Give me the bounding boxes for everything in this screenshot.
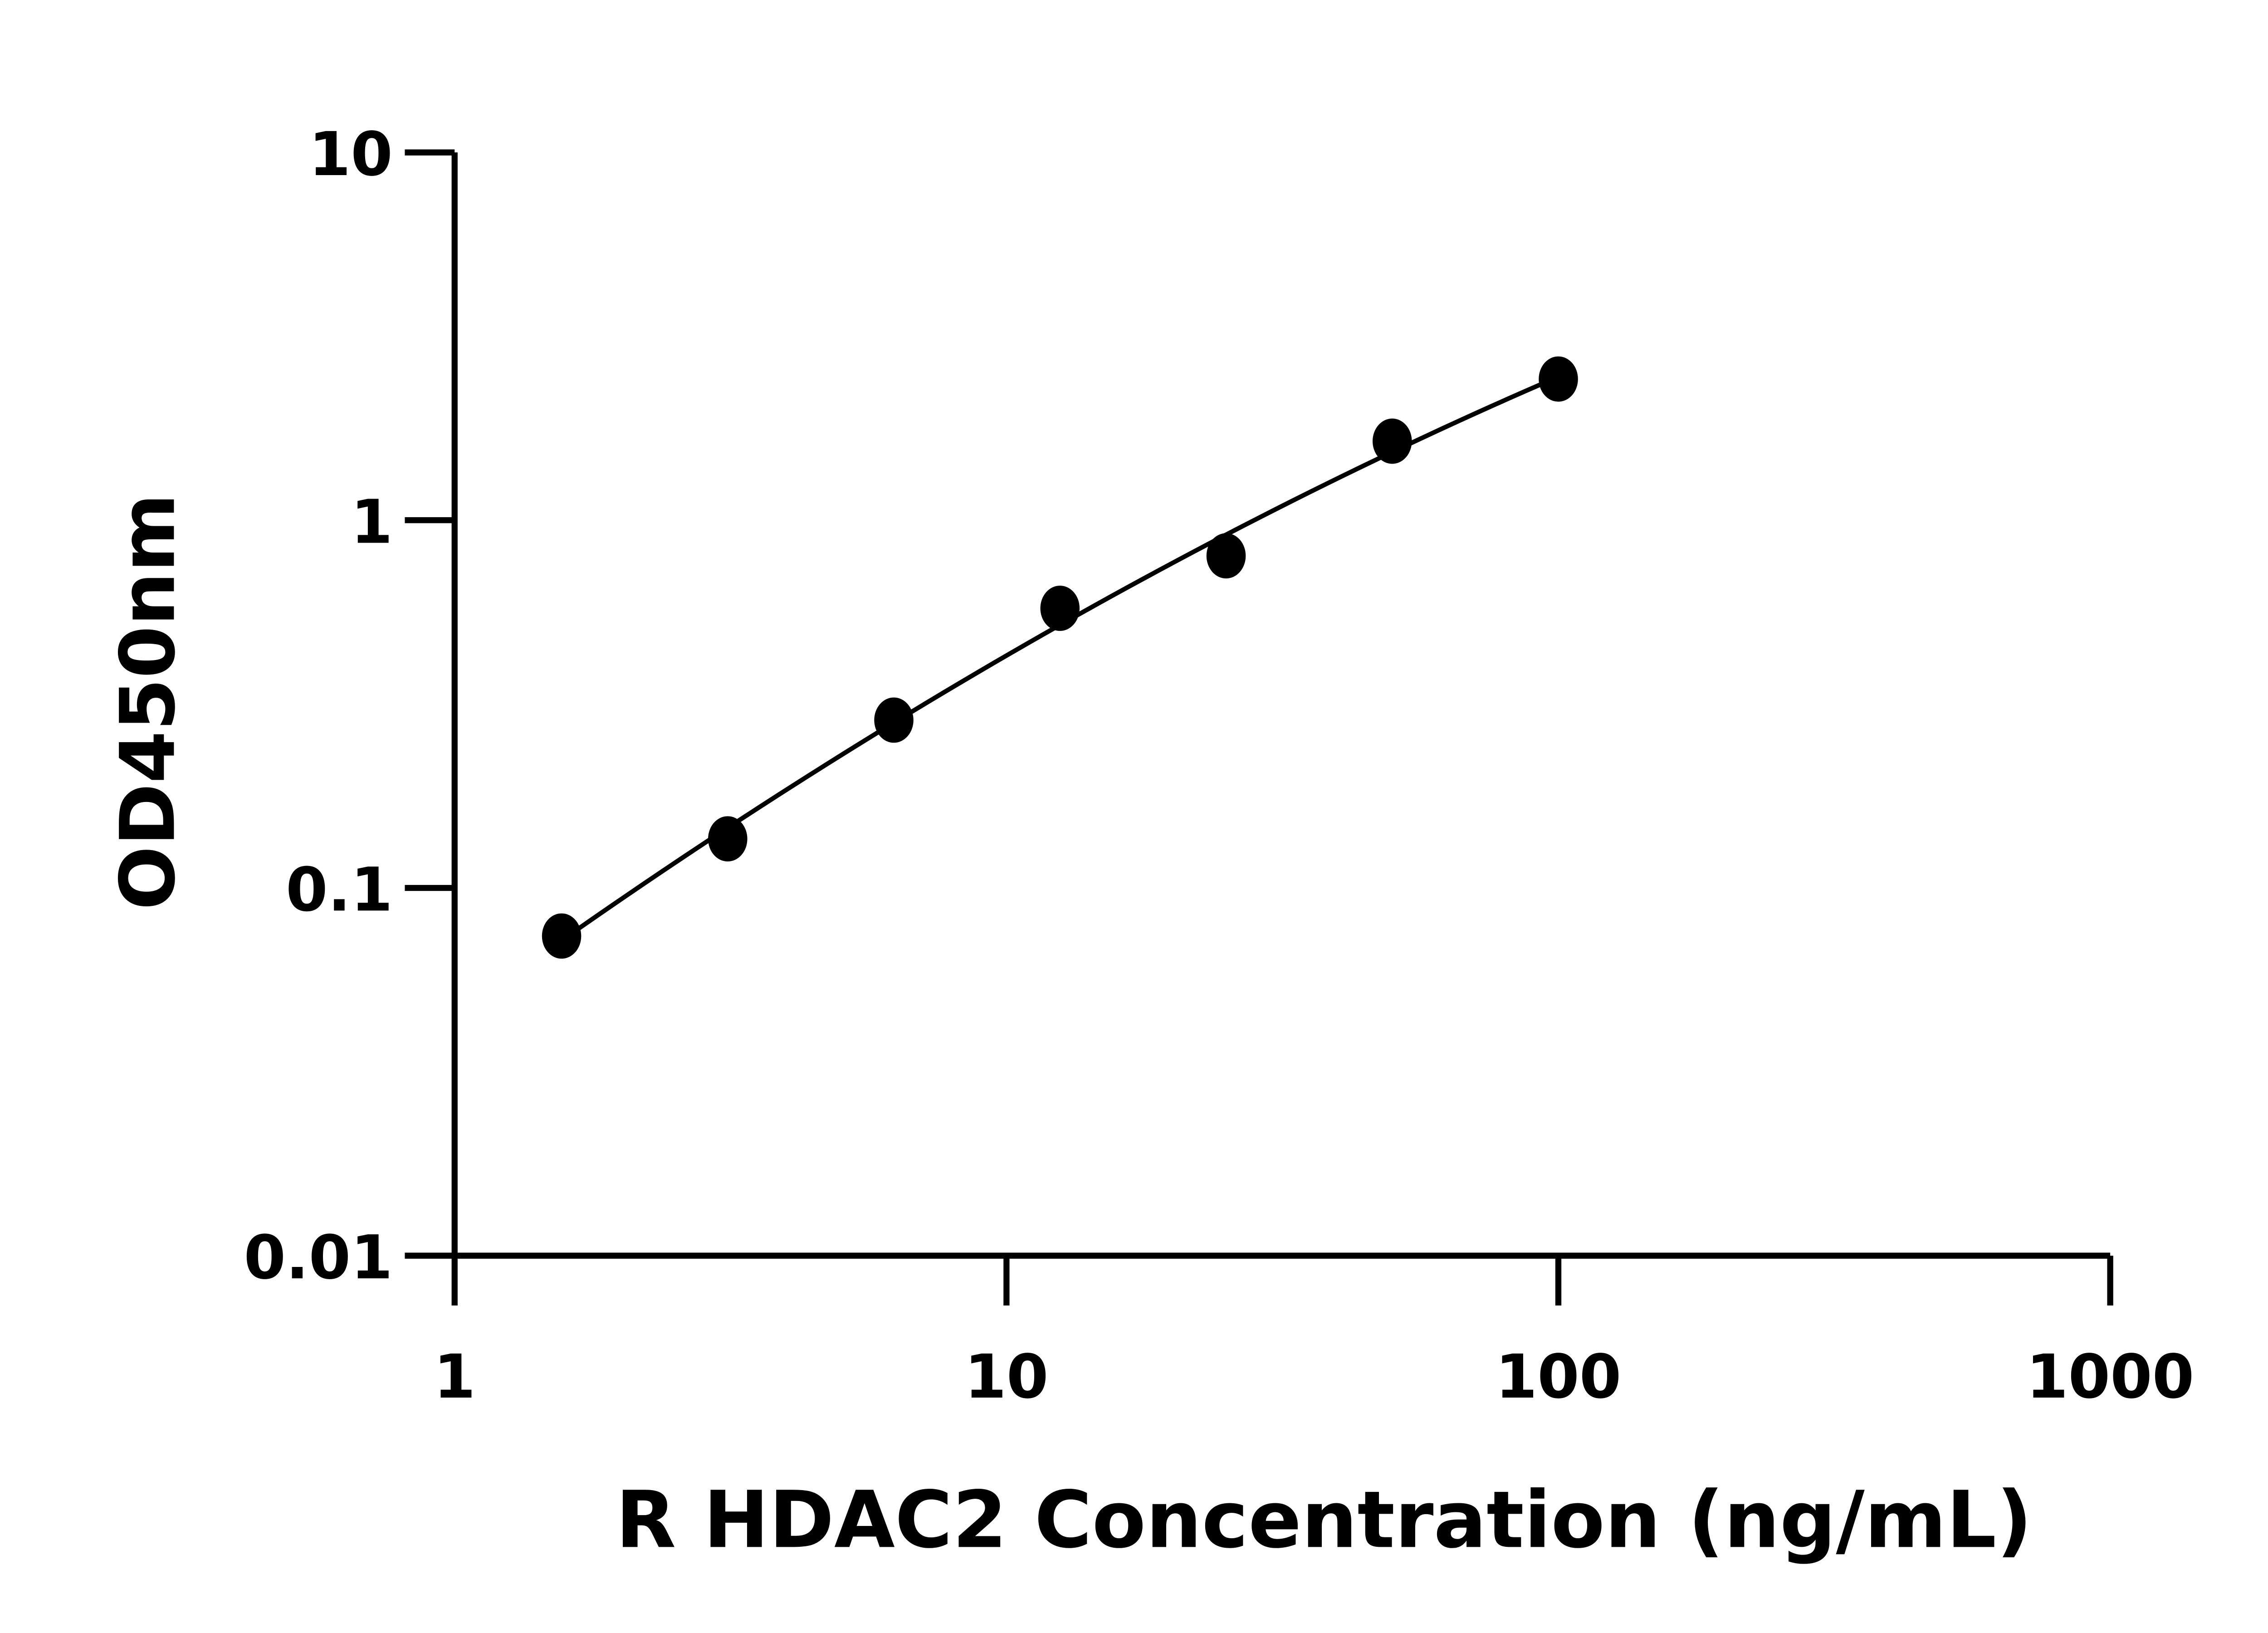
data-point (542, 913, 582, 959)
y-axis-label: OD450nm (104, 494, 192, 910)
y-tick-label: 0.1 (286, 855, 393, 925)
x-axis-label: R HDAC2 Concentration (ng/mL) (616, 1474, 2032, 1565)
x-tick-label: 1 (434, 1342, 476, 1412)
y-tick-label: 0.01 (244, 1222, 392, 1293)
fit-curve (560, 375, 1559, 943)
x-tick-label: 10 (964, 1342, 1048, 1412)
x-tick-label: 1000 (2026, 1342, 2194, 1412)
data-point (1373, 418, 1412, 464)
y-tick-label: 1 (351, 487, 393, 557)
data-point (1206, 533, 1246, 579)
x-tick-label: 100 (1496, 1342, 1622, 1412)
data-point (1539, 356, 1578, 402)
data-point (1040, 586, 1080, 631)
data-point (708, 816, 748, 862)
data-points (542, 356, 1578, 959)
data-point (874, 697, 914, 743)
fit-curve-group (560, 375, 1559, 943)
y-tick-label: 10 (309, 119, 393, 190)
axes: 1 10 100 1000 0.01 0.1 1 10 (244, 119, 2194, 1412)
